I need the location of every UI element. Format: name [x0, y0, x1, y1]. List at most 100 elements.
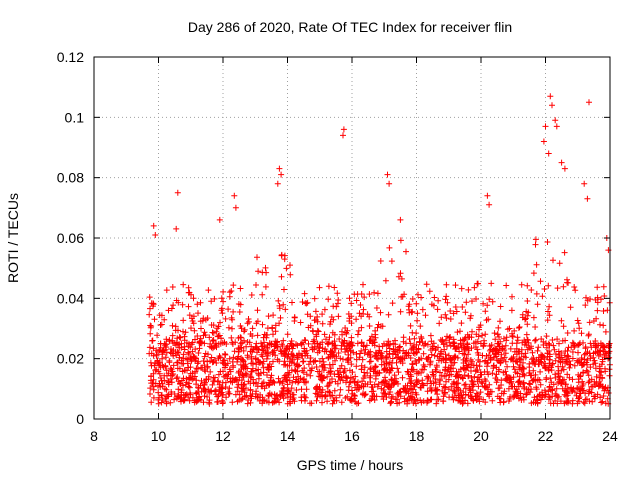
- data-point: [600, 283, 607, 290]
- data-point: [399, 354, 406, 361]
- data-point: [238, 334, 245, 341]
- data-point: [180, 281, 187, 288]
- data-point: [531, 376, 538, 383]
- data-point: [576, 341, 582, 348]
- data-point: [218, 307, 225, 314]
- data-point: [434, 391, 441, 398]
- data-point: [464, 341, 471, 348]
- data-point: [370, 393, 377, 400]
- data-point: [600, 308, 607, 314]
- data-point: [248, 368, 255, 375]
- data-point: [163, 349, 170, 356]
- data-point: [325, 283, 332, 290]
- data-point: [259, 291, 266, 298]
- data-point: [386, 361, 392, 368]
- data-point: [366, 337, 373, 344]
- data-point: [538, 356, 545, 363]
- data-point: [266, 367, 272, 373]
- data-point: [384, 171, 391, 178]
- data-point: [600, 393, 607, 399]
- data-point: [341, 337, 348, 344]
- data-point: [289, 345, 296, 352]
- data-point: [480, 300, 487, 307]
- data-point: [476, 363, 483, 370]
- data-point: [555, 393, 562, 400]
- data-point: [555, 367, 562, 374]
- data-point: [239, 395, 246, 402]
- data-point: [348, 334, 355, 341]
- data-point: [544, 317, 551, 324]
- data-point: [263, 398, 270, 405]
- data-point: [539, 352, 546, 359]
- data-point: [450, 310, 457, 317]
- data-point: [405, 303, 412, 310]
- data-point: [534, 400, 541, 407]
- data-point: [532, 241, 539, 248]
- data-point: [279, 392, 286, 399]
- data-point: [283, 265, 290, 272]
- data-point: [446, 334, 453, 340]
- data-point: [335, 350, 342, 356]
- data-point: [301, 376, 308, 383]
- data-point: [445, 386, 452, 393]
- data-point: [494, 357, 501, 364]
- data-point: [284, 362, 291, 369]
- data-point: [278, 251, 285, 258]
- data-point: [288, 367, 295, 374]
- data-point: [510, 363, 517, 370]
- data-point: [587, 353, 594, 359]
- data-point: [389, 350, 396, 357]
- data-point: [454, 384, 461, 391]
- data-point: [253, 388, 260, 395]
- data-point: [219, 385, 226, 392]
- data-point: [243, 343, 250, 350]
- data-point: [465, 286, 472, 293]
- data-point: [424, 373, 431, 380]
- data-point: [392, 337, 398, 344]
- data-point: [258, 340, 264, 347]
- data-point: [225, 324, 232, 331]
- data-point: [353, 297, 360, 304]
- data-point: [564, 359, 571, 366]
- data-point: [171, 396, 178, 403]
- data-point: [295, 379, 301, 386]
- data-point: [319, 377, 326, 384]
- data-point: [537, 278, 544, 285]
- data-point: [299, 299, 306, 305]
- data-point: [255, 268, 262, 275]
- data-point: [247, 373, 254, 380]
- data-point: [427, 332, 434, 339]
- data-point: [435, 297, 442, 304]
- data-point: [534, 301, 541, 308]
- data-point: [599, 398, 606, 405]
- data-point: [282, 376, 289, 383]
- data-point: [552, 390, 559, 397]
- data-point: [182, 392, 189, 399]
- data-point: [294, 361, 301, 368]
- data-point: [241, 328, 247, 335]
- data-point: [198, 325, 204, 332]
- data-point: [482, 378, 489, 384]
- data-point: [598, 361, 605, 368]
- data-point: [159, 348, 166, 355]
- data-point: [332, 357, 338, 364]
- data-point: [539, 293, 546, 300]
- data-point: [413, 348, 420, 355]
- data-point: [381, 340, 387, 347]
- data-point: [516, 324, 523, 330]
- data-point: [307, 372, 314, 379]
- data-point: [424, 356, 431, 362]
- data-point: [556, 354, 563, 360]
- data-point: [584, 195, 591, 202]
- data-point: [552, 357, 559, 364]
- data-point: [480, 396, 487, 403]
- data-point: [343, 329, 349, 336]
- data-point: [477, 389, 484, 396]
- data-point: [492, 336, 499, 343]
- data-point: [428, 351, 435, 358]
- data-point: [412, 389, 419, 396]
- data-point: [328, 314, 335, 320]
- data-point: [181, 367, 188, 374]
- data-point: [528, 343, 534, 350]
- data-point: [532, 337, 538, 344]
